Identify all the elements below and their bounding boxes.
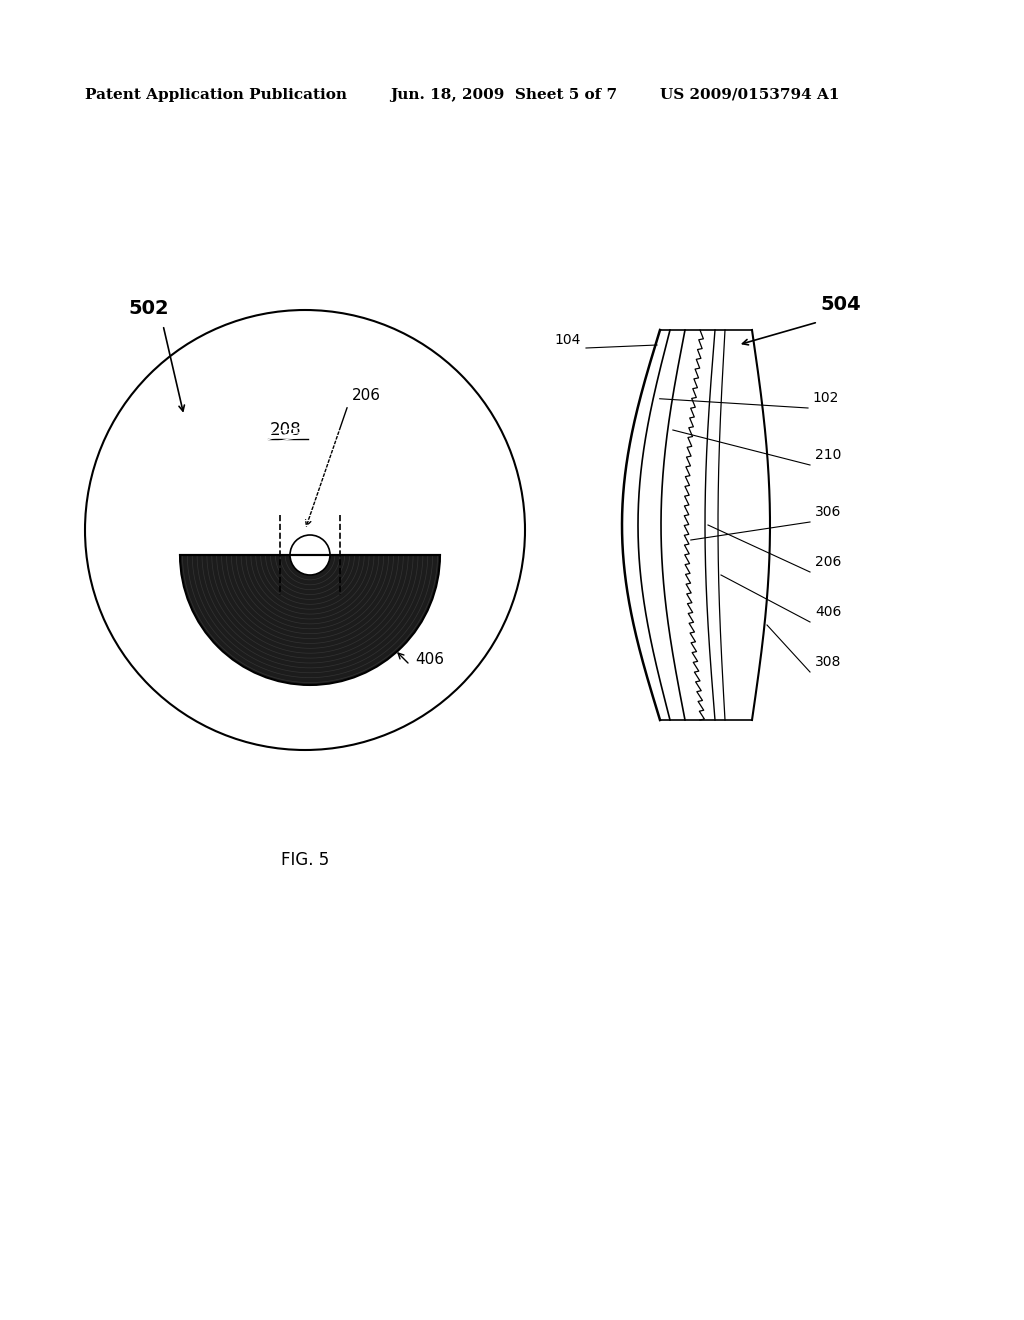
Text: Patent Application Publication: Patent Application Publication bbox=[85, 88, 347, 102]
Text: FIG. 5: FIG. 5 bbox=[281, 851, 329, 869]
Text: 406: 406 bbox=[815, 605, 842, 619]
Text: 308: 308 bbox=[815, 655, 842, 669]
Text: 206: 206 bbox=[352, 388, 381, 403]
Text: 504: 504 bbox=[820, 296, 860, 314]
Text: Jun. 18, 2009  Sheet 5 of 7: Jun. 18, 2009 Sheet 5 of 7 bbox=[390, 88, 617, 102]
Text: 502: 502 bbox=[128, 298, 169, 318]
Wedge shape bbox=[180, 554, 440, 685]
Text: 206: 206 bbox=[815, 554, 842, 569]
Text: 210: 210 bbox=[815, 447, 842, 462]
Text: 306: 306 bbox=[815, 506, 842, 519]
Text: 208: 208 bbox=[270, 421, 302, 440]
Text: US 2009/0153794 A1: US 2009/0153794 A1 bbox=[660, 88, 840, 102]
Text: 102: 102 bbox=[812, 391, 839, 405]
Text: 104: 104 bbox=[554, 333, 581, 347]
Circle shape bbox=[290, 535, 330, 576]
Text: 406: 406 bbox=[415, 652, 444, 668]
